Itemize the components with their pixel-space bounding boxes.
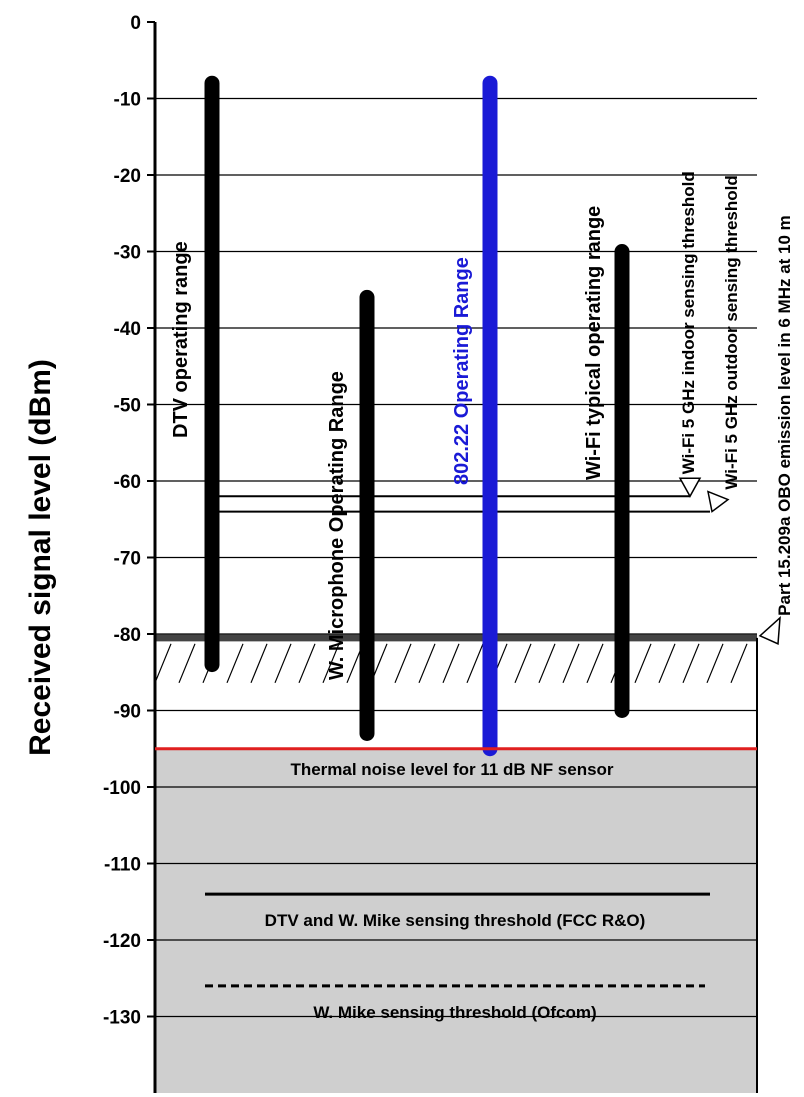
y-tick-label: -40 [114,319,141,340]
y-axis-label: Received signal level (dBm) [24,359,57,756]
threshold-label: Wi-Fi 5 GHz outdoor sensing threshold [722,175,741,489]
hatch-mark [682,643,700,684]
sensing-level-label: W. Mike sensing threshold (Ofcom) [313,1003,596,1022]
hatch-mark [730,643,748,684]
y-tick-label: 0 [130,13,141,34]
threshold-label: Wi-Fi 5 GHz indoor sensing threshold [679,171,698,474]
hatch-mark [274,643,292,684]
y-tick-label: -100 [103,778,141,799]
indoor-threshold-arrow [678,477,702,498]
y-tick-label: -120 [103,931,141,952]
threshold-lines: Wi-Fi 5 GHz indoor sensing threshold Wi-F… [205,171,794,645]
hatch-mark [250,643,268,684]
hatch-mark [658,643,676,684]
outdoor-threshold-arrow [706,490,730,513]
emission-threshold-arrow [758,616,781,645]
sensing-level-label: DTV and W. Mike sensing threshold (FCC R… [265,911,646,930]
noise-floor-label: Thermal noise level for 11 dB NF sensor [290,760,613,779]
operating-range-label: W. Microphone Operating Range [326,371,348,680]
grid-lines [155,97,757,1018]
operating-ranges: DTV operating range W. Microphone Operati… [170,75,630,757]
hatch-mark [466,643,484,684]
y-tick-label: -60 [114,472,141,493]
y-tick-label: -50 [114,396,141,417]
y-tick-label: -90 [114,702,141,723]
operating-range-label: 802.22 Operating Range [451,257,473,485]
hatch-mark [538,643,556,684]
hatch-mark [634,643,652,684]
hatch-mark [418,643,436,684]
hatch-marks [154,634,757,684]
hatch-mark [178,643,196,684]
below-noise-region [155,748,757,1093]
y-tick-label: -30 [114,243,141,264]
threshold-label: Part 15.209a OBO emission level in 6 MHz… [775,215,794,616]
sensing-levels: DTV and W. Mike sensing threshold (FCC R… [205,892,710,1022]
y-tick-label: -130 [103,1008,141,1029]
operating-range-label: DTV operating range [170,241,192,438]
hatch-mark [154,643,172,684]
hatch-mark [322,643,340,684]
hatch-mark [562,643,580,684]
y-tick-label: -20 [114,166,141,187]
hatch-mark [514,643,532,684]
y-tick-label: -110 [104,855,141,876]
hatch-mark [226,643,244,684]
hatch-mark [298,643,316,684]
y-tick-labels: 0 -10 -20 -30 -40 -50 -60 -70 -80 -90 -100 -110 -120… [103,13,155,1029]
y-tick-label: -70 [114,549,141,570]
hatch-mark [586,643,604,684]
hatch-mark [442,643,460,684]
hatch-mark [706,643,724,684]
operating-range-label: Wi-Fi typical operating range [583,206,605,480]
y-tick-label: -80 [114,625,141,646]
hatch-mark [394,643,412,684]
y-tick-label: -10 [114,90,141,111]
